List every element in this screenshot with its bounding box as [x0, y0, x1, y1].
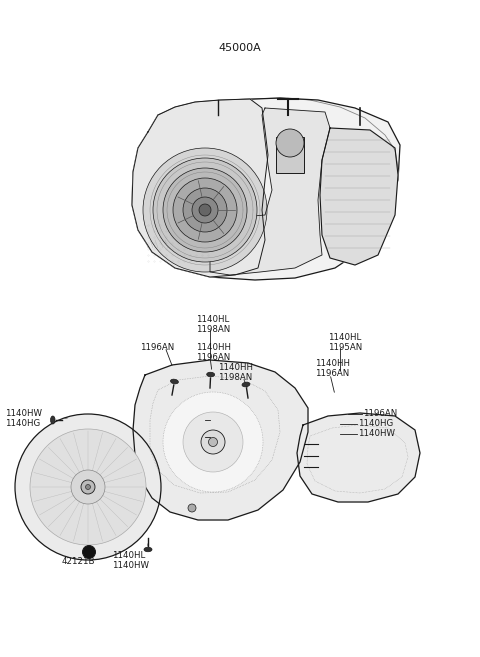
Text: 1198AN: 1198AN	[196, 325, 230, 334]
Polygon shape	[132, 98, 400, 280]
Polygon shape	[133, 360, 308, 520]
Text: 1196AN: 1196AN	[196, 353, 230, 361]
Text: 1196AN: 1196AN	[363, 409, 397, 419]
Bar	[276, 137, 304, 173]
Ellipse shape	[207, 373, 215, 376]
Text: 1140HL: 1140HL	[112, 551, 145, 560]
Text: 1140HW: 1140HW	[210, 438, 247, 447]
Circle shape	[188, 504, 196, 512]
Circle shape	[163, 168, 247, 252]
Circle shape	[192, 197, 218, 223]
Polygon shape	[208, 108, 330, 275]
Text: 1195AN: 1195AN	[328, 344, 362, 353]
Text: 1140HW: 1140HW	[358, 430, 395, 438]
Circle shape	[199, 204, 211, 216]
Text: 1196AN: 1196AN	[140, 342, 174, 351]
Circle shape	[30, 429, 146, 545]
Text: 1140HL: 1140HL	[328, 334, 361, 342]
Polygon shape	[297, 413, 420, 502]
Text: 1140HG: 1140HG	[5, 419, 40, 428]
Text: 1140HH: 1140HH	[315, 359, 350, 369]
Circle shape	[15, 414, 161, 560]
Circle shape	[276, 129, 304, 157]
Text: 1140HH: 1140HH	[218, 363, 253, 371]
Circle shape	[71, 470, 105, 504]
Text: 1140HL: 1140HL	[210, 428, 243, 436]
Text: 1140HL: 1140HL	[196, 315, 229, 325]
Ellipse shape	[50, 416, 55, 424]
Circle shape	[183, 412, 243, 472]
Text: 1140HG: 1140HG	[358, 420, 393, 428]
Text: 1140HW: 1140HW	[5, 409, 42, 417]
Circle shape	[143, 148, 267, 272]
Ellipse shape	[144, 547, 152, 552]
Circle shape	[201, 430, 225, 454]
Text: 1140HH: 1140HH	[196, 342, 231, 351]
Text: 45000A: 45000A	[218, 43, 262, 53]
Ellipse shape	[170, 379, 179, 384]
Circle shape	[83, 545, 96, 558]
Polygon shape	[132, 99, 268, 277]
Circle shape	[85, 484, 91, 489]
Circle shape	[173, 178, 237, 242]
Text: 1140HW: 1140HW	[112, 562, 149, 570]
Circle shape	[81, 480, 95, 494]
Circle shape	[153, 158, 257, 262]
Text: 1196AN: 1196AN	[315, 369, 349, 378]
Text: 1140HH: 1140HH	[210, 411, 245, 420]
Circle shape	[208, 438, 217, 447]
Text: 1196AN: 1196AN	[210, 420, 244, 430]
Text: 1198AN: 1198AN	[218, 373, 252, 382]
Text: 42121B: 42121B	[62, 556, 96, 566]
Circle shape	[163, 392, 263, 492]
Circle shape	[183, 188, 227, 232]
Polygon shape	[320, 128, 398, 265]
Ellipse shape	[242, 382, 250, 387]
